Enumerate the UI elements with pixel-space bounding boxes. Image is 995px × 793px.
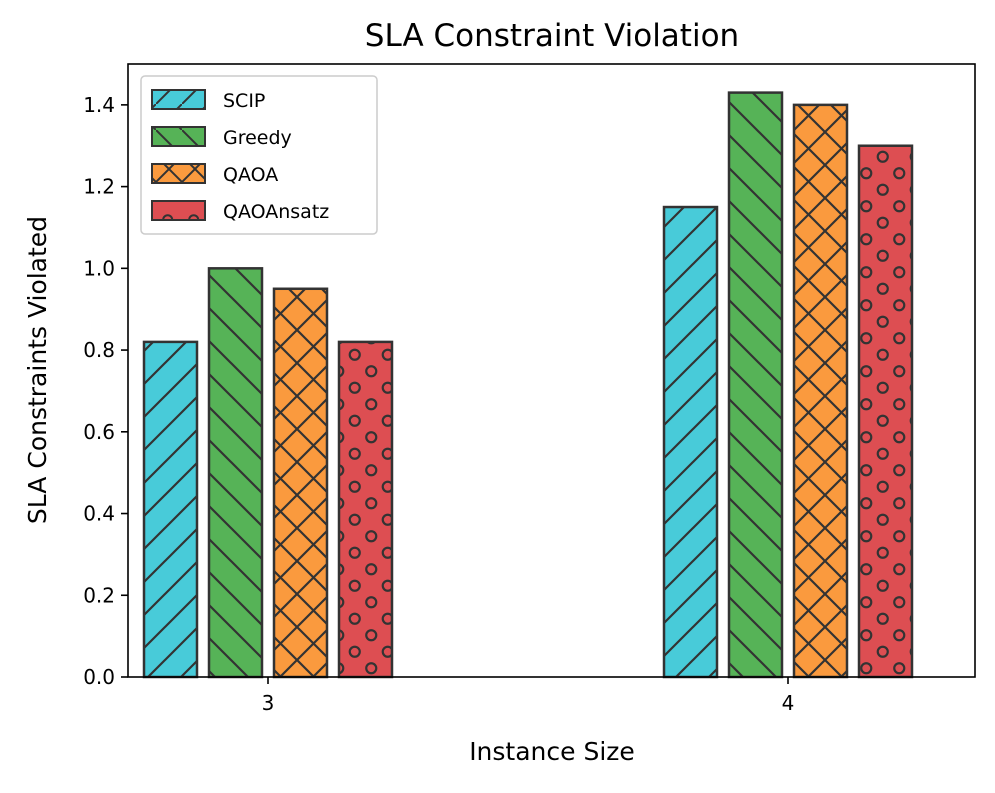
y-tick-label: 0.6 [83, 420, 115, 444]
x-tick-label: 4 [782, 691, 795, 715]
legend-swatch-qaoansatz [151, 200, 206, 221]
bar-qaoa-4 [792, 103, 849, 679]
bar-qaoa-3 [272, 287, 329, 679]
plot-frame [127, 63, 976, 678]
y-tick-label: 0.8 [83, 338, 115, 362]
legend-box [140, 75, 378, 235]
x-tick-label: 3 [262, 691, 275, 715]
y-tick-label: 1.2 [83, 175, 115, 199]
legend: SCIP Greedy QAOA QAOAnsatz [140, 75, 378, 235]
x-axis-label: Instance Size [469, 737, 635, 766]
y-tick-label: 0.4 [83, 502, 115, 526]
chart-title: SLA Constraint Violation [365, 18, 739, 54]
legend-swatch-greedy [151, 126, 206, 147]
legend-label-qaoa: QAOA [223, 164, 278, 186]
bar-greedy-4 [727, 91, 784, 679]
y-tick-label: 1.0 [83, 256, 115, 280]
axes-layer: 0.0 0.2 0.4 0.6 0.8 1.0 1.2 1.4 3 4 [83, 63, 976, 715]
y-tick-label: 1.4 [83, 93, 115, 117]
legend-swatch-scip [151, 89, 206, 110]
bar-greedy-3 [207, 267, 264, 679]
bar-scip-3 [142, 340, 199, 679]
bar-scip-4 [662, 205, 719, 679]
bar-qaoansatz-3 [337, 340, 394, 679]
legend-label-qaoansatz: QAOAnsatz [223, 201, 329, 223]
y-axis-label: SLA Constraints Violated [23, 216, 52, 524]
bars-layer [142, 91, 914, 679]
legend-label-greedy: Greedy [223, 127, 292, 149]
legend-swatch-qaoa [151, 163, 206, 184]
legend-label-scip: SCIP [223, 90, 265, 112]
y-tick-label: 0.0 [83, 665, 115, 689]
y-tick-label: 0.2 [83, 583, 115, 607]
bar-qaoansatz-4 [857, 144, 914, 679]
